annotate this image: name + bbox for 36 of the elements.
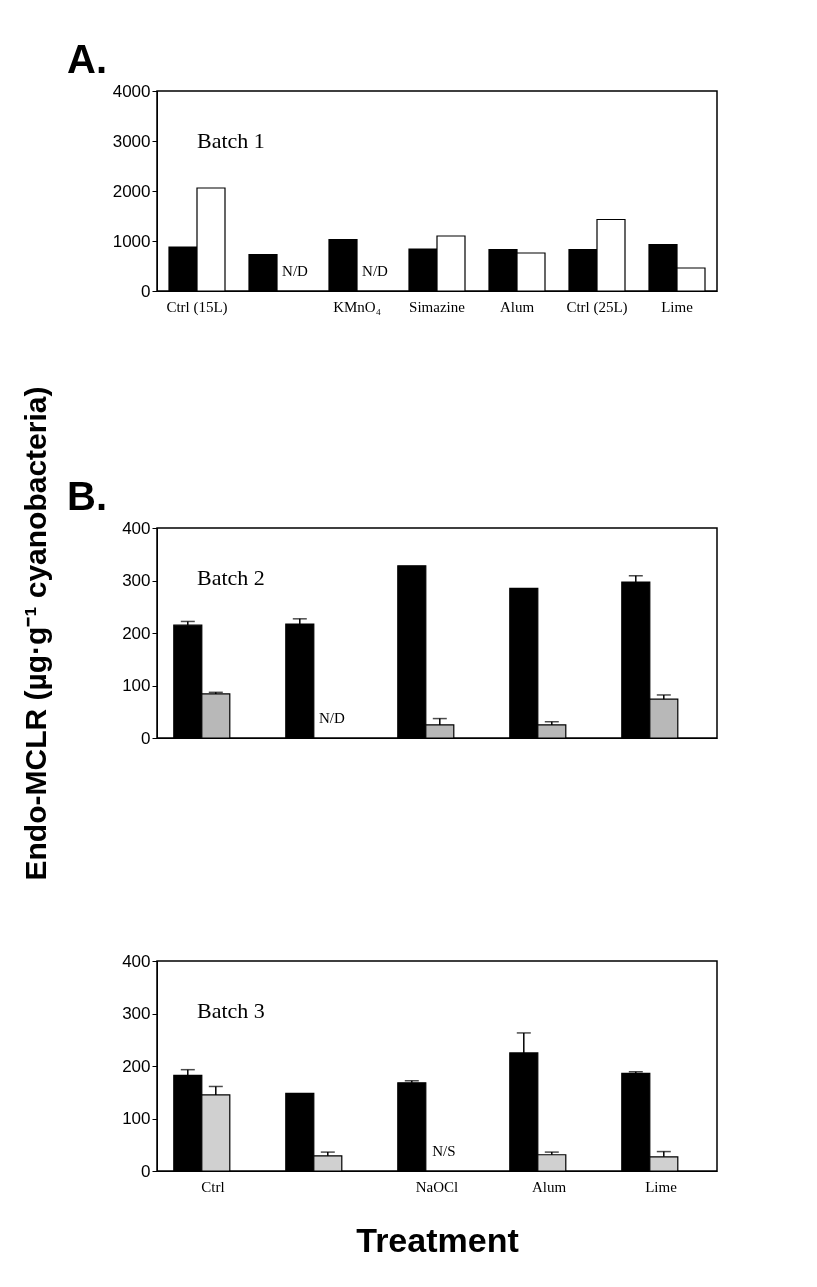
x-tick-label: NaOCl [415, 1178, 459, 1195]
y-axis-title: Endo-MCLR (µg·g⁻¹ cyanobacteria) [19, 386, 53, 881]
x-tick-label: KMnO₄ [333, 298, 381, 315]
y-tick-label: 400 [122, 518, 151, 538]
y-tick-label: 0 [141, 1161, 151, 1181]
text: Batch 1 [197, 128, 265, 153]
y-tick-label: 200 [122, 623, 151, 643]
annotation: N/D [282, 263, 309, 279]
x-tick-label: Alum [531, 1178, 567, 1195]
x-tick-label: Lime [661, 298, 694, 315]
annotation: N/D [362, 263, 389, 279]
annotation: N/S [432, 1143, 456, 1159]
annotation: N/D [318, 710, 345, 726]
y-tick-label: 3000 [112, 131, 151, 151]
text: A. [67, 37, 107, 81]
x-tick-label: Ctrl [201, 1178, 225, 1195]
y-tick-label: 300 [122, 571, 151, 590]
y-tick-label: 1000 [112, 231, 151, 251]
text: B. [67, 474, 107, 518]
x-tick-label: Ctrl (25L) [566, 298, 628, 316]
y-tick-label: 0 [141, 728, 151, 748]
x-tick-label: Alum [499, 298, 535, 315]
y-tick-label: 0 [141, 281, 151, 301]
x-axis-title: Treatment [356, 1220, 519, 1259]
y-tick-label: 100 [122, 1109, 151, 1128]
x-tick-label: Lime [645, 1178, 678, 1195]
y-tick-label: 4000 [112, 81, 151, 101]
text: Batch 3 [197, 998, 265, 1023]
y-tick-label: 300 [122, 1004, 151, 1023]
y-tick-label: 100 [122, 676, 151, 695]
x-tick-label: Simazine [409, 298, 466, 315]
x-tick-label: Ctrl (15L) [166, 298, 228, 316]
y-tick-label: 2000 [112, 181, 151, 201]
text: Batch 2 [197, 565, 265, 590]
y-tick-label: 400 [122, 951, 151, 971]
y-tick-label: 200 [122, 1056, 151, 1076]
